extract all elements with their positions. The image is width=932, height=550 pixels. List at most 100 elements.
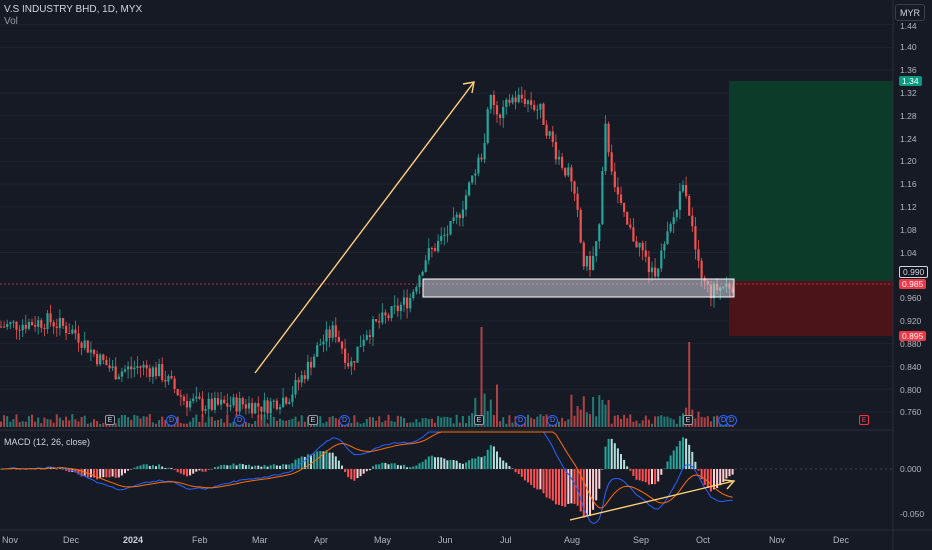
- dividend-icon[interactable]: D: [547, 415, 558, 426]
- macd-histogram-bar: [316, 451, 319, 469]
- candle-body: [464, 195, 468, 210]
- volume-bar: [291, 418, 294, 427]
- macd-histogram-bar: [142, 464, 145, 469]
- candle-body: [455, 214, 458, 218]
- candle-body: [685, 185, 688, 197]
- macd-histogram-bar: [179, 469, 182, 474]
- candle-body: [384, 312, 387, 316]
- dividend-icon[interactable]: D: [166, 415, 177, 426]
- candle-body: [458, 214, 461, 219]
- volume-bar: [198, 421, 201, 427]
- time-label: Sep: [633, 535, 650, 545]
- macd-histogram-bar: [709, 469, 712, 492]
- macd-line: [0, 431, 733, 525]
- macd-histogram-bar: [210, 469, 213, 470]
- volume-bar: [37, 417, 40, 427]
- macd-histogram-bar: [368, 469, 371, 471]
- volume-bar: [424, 417, 427, 427]
- dividend-icon[interactable]: D: [515, 415, 526, 426]
- candle-body: [595, 241, 598, 256]
- macd-histogram-bar: [573, 469, 576, 504]
- volume-bar: [508, 415, 511, 427]
- candle-body: [266, 400, 269, 414]
- macd-histogram-bar: [486, 449, 489, 469]
- volume-bar: [378, 416, 381, 427]
- candle-body: [530, 100, 533, 105]
- macd-histogram-bar: [272, 464, 275, 469]
- macd-histogram-bar: [716, 469, 719, 489]
- volume-bar: [492, 414, 495, 427]
- volume-bar: [511, 422, 514, 427]
- macd-histogram-bar: [719, 469, 722, 486]
- macd-histogram-bar: [186, 469, 188, 477]
- candle-body: [297, 379, 300, 383]
- macd-histogram-bar: [241, 464, 244, 469]
- dividend-icon[interactable]: D: [234, 415, 245, 426]
- candle-body: [579, 209, 582, 243]
- macd-histogram-bar: [492, 446, 495, 469]
- macd-histogram-bar: [58, 467, 61, 469]
- volume-bar: [337, 419, 340, 427]
- volume-bar: [567, 419, 570, 427]
- currency-button[interactable]: MYR: [895, 4, 925, 21]
- volume-bar: [83, 415, 86, 427]
- macd-histogram-bar: [458, 463, 461, 469]
- volume-bar: [130, 419, 133, 427]
- volume-bar: [49, 419, 52, 427]
- candle-body: [334, 325, 337, 338]
- candle-body: [278, 407, 282, 410]
- macd-histogram-bar: [551, 469, 554, 501]
- candle-body: [694, 226, 697, 250]
- candle-body: [570, 167, 573, 182]
- volume-bar: [9, 421, 12, 427]
- candle-body: [309, 361, 313, 368]
- macd-histogram-bar: [629, 469, 632, 471]
- symbol-title[interactable]: V.S INDUSTRY BHD, 1D, MYX: [4, 4, 143, 15]
- volume-bar: [15, 414, 18, 427]
- macd-histogram-bar: [399, 465, 402, 469]
- volume-bar: [434, 422, 436, 427]
- macd-histogram-bar: [527, 469, 529, 483]
- dividend-icon[interactable]: D: [726, 415, 737, 426]
- candle-body: [6, 324, 9, 327]
- macd-histogram-bar: [291, 463, 294, 469]
- macd-histogram-bar: [387, 464, 390, 469]
- dividend-icon[interactable]: D: [339, 415, 350, 426]
- volume-bar: [654, 416, 657, 427]
- volume-bar: [46, 419, 49, 427]
- macd-histogram-bar: [102, 469, 105, 478]
- macd-histogram-bar: [703, 469, 706, 485]
- price-label: 0.880: [900, 339, 922, 349]
- macd-histogram-bar: [306, 454, 309, 469]
- earnings-icon[interactable]: E: [683, 415, 693, 425]
- candle-body: [331, 325, 334, 338]
- macd-histogram-bar: [434, 457, 436, 469]
- macd-histogram-bar: [713, 469, 715, 490]
- macd-histogram-bar: [461, 463, 464, 469]
- earnings-icon[interactable]: E: [474, 415, 484, 425]
- candle-body: [502, 106, 505, 118]
- entry-price-tag: 0.985: [899, 279, 927, 289]
- candle-body: [700, 260, 703, 278]
- volume-bar: [294, 416, 297, 427]
- earnings-icon[interactable]: E: [308, 415, 318, 425]
- macd-histogram-bar: [474, 458, 477, 469]
- macd-legend[interactable]: MACD (12, 26, close): [4, 437, 91, 447]
- earnings-icon[interactable]: E: [859, 415, 869, 425]
- volume-label[interactable]: Vol: [4, 16, 18, 27]
- volume-bar: [576, 406, 579, 427]
- candle-body: [340, 341, 344, 349]
- macd-histogram-bar: [415, 465, 418, 469]
- target-price-tag: 1.34: [899, 76, 922, 86]
- candle-body: [449, 220, 452, 235]
- macd-histogram-bar: [390, 463, 393, 469]
- earnings-icon[interactable]: E: [105, 415, 115, 425]
- macd-histogram-bar: [34, 468, 37, 470]
- divergence-arrow: [569, 479, 736, 521]
- time-label: Nov: [2, 535, 19, 545]
- macd-histogram-bar: [362, 469, 365, 474]
- volume-bar: [595, 416, 598, 427]
- macd-histogram-bar: [396, 465, 399, 469]
- macd-histogram-bar: [545, 469, 548, 498]
